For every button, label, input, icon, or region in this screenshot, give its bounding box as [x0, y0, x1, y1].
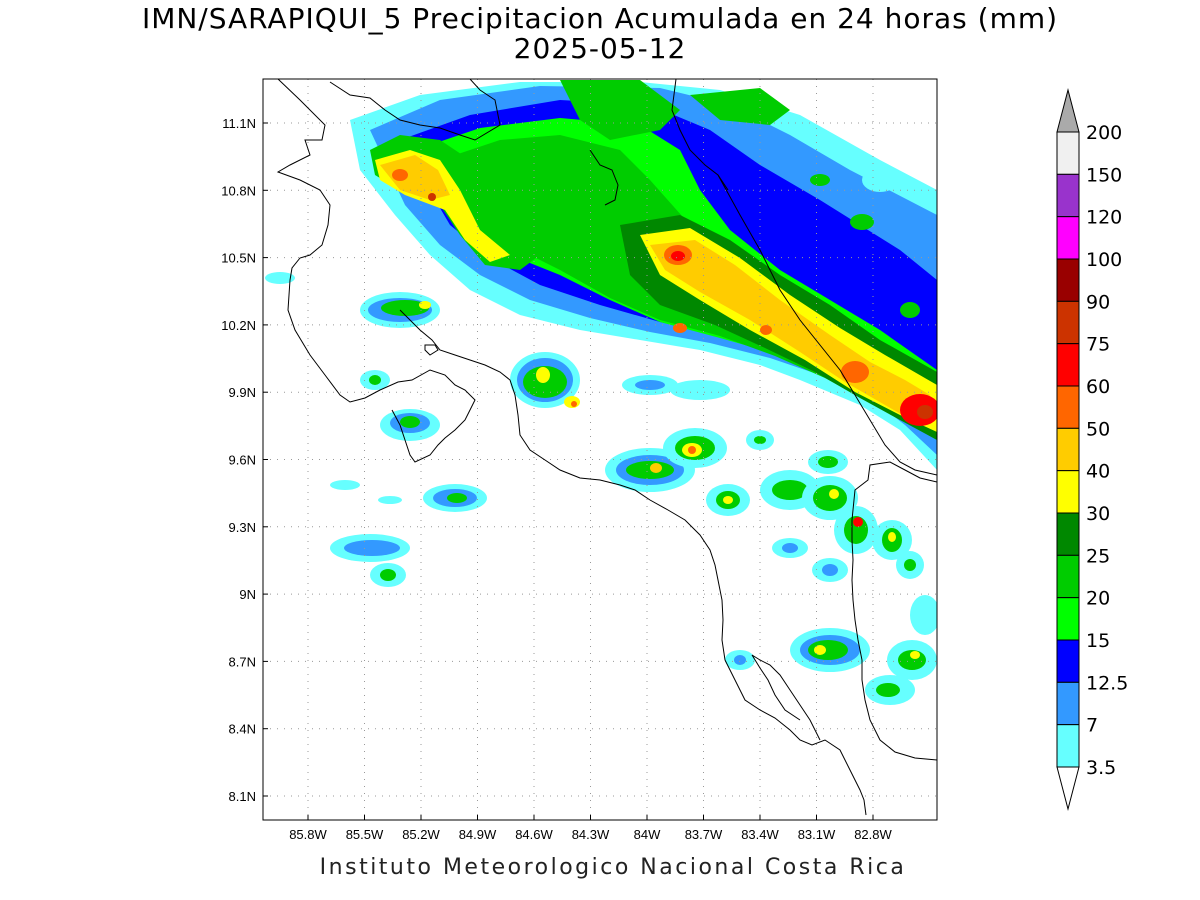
- colorbar-label: 20: [1086, 588, 1110, 610]
- lat-tick-label: 10.5N: [221, 251, 256, 266]
- lat-tick-label: 11.1N: [222, 116, 256, 131]
- colorbar-swatch: [1056, 554, 1080, 599]
- colorbar-label: 7: [1086, 715, 1098, 737]
- colorbar-label: 60: [1086, 376, 1110, 398]
- latitude-axis: 11.1N 10.8N 10.5N 10.2N 9.9N 9.6N 9.3N 9N 8.7N 8.…: [221, 116, 268, 804]
- colorbar-swatch: [1056, 681, 1080, 726]
- colorbar-label: 12.5: [1086, 672, 1128, 694]
- colorbar-swatch: [1056, 512, 1080, 556]
- lat-tick-label: 9.9N: [229, 385, 256, 400]
- lon-tick-label: 83.1W: [798, 827, 836, 842]
- colorbar: 200 150 120 100 90 75 60 50 40 30 25 20 15 12.5 7 3.5: [1056, 88, 1128, 811]
- lon-tick-label: 83.4W: [741, 827, 779, 842]
- colorbar-label: 40: [1086, 461, 1110, 483]
- colorbar-swatch: [1056, 258, 1080, 302]
- lon-tick-label: 84.3W: [572, 827, 610, 842]
- map-title: IMN/SARAPIQUI_5 Precipitacion Acumulada …: [141, 2, 1059, 35]
- colorbar-swatch: [1056, 300, 1080, 345]
- lat-tick-label: 8.7N: [229, 654, 256, 669]
- lat-tick-label: 10.2N: [221, 318, 256, 333]
- lon-tick-label: 84.6W: [515, 827, 553, 842]
- lat-tick-label: 8.1N: [229, 789, 256, 804]
- colorbar-label: 100: [1086, 249, 1122, 271]
- colorbar-label: 120: [1086, 207, 1122, 229]
- lat-tick-label: 9.3N: [229, 520, 256, 535]
- lon-tick-label: 84W: [634, 827, 661, 842]
- colorbar-label: 30: [1086, 503, 1110, 525]
- colorbar-swatch: [1056, 724, 1080, 768]
- lon-tick-label: 83.7W: [685, 827, 723, 842]
- colorbar-swatch: [1056, 639, 1080, 683]
- gridlines: [263, 79, 937, 820]
- colorbar-swatch: [1056, 385, 1080, 429]
- lon-tick-label: 84.9W: [459, 827, 497, 842]
- longitude-axis: 85.8W 85.5W 85.2W 84.9W 84.6W 84.3W 84W 83.7W 83…: [289, 815, 893, 842]
- colorbar-label: 90: [1086, 291, 1110, 313]
- lon-tick-label: 85.2W: [402, 827, 440, 842]
- coastline: [276, 79, 937, 816]
- colorbar-swatch: [1056, 216, 1080, 260]
- colorbar-swatch: [1056, 597, 1080, 641]
- colorbar-swatch: [1056, 131, 1080, 175]
- lat-tick-label: 9.6N: [229, 453, 256, 468]
- lat-tick-label: 10.8N: [221, 183, 256, 198]
- colorbar-swatch: [1056, 470, 1080, 514]
- map-area: [263, 79, 937, 820]
- colorbar-label: 75: [1086, 334, 1110, 356]
- colorbar-label: 15: [1086, 630, 1110, 652]
- colorbar-label: 150: [1086, 164, 1122, 186]
- lat-tick-label: 8.4N: [229, 722, 256, 737]
- lon-tick-label: 85.8W: [289, 827, 327, 842]
- lon-tick-label: 85.5W: [346, 827, 384, 842]
- colorbar-label: 50: [1086, 418, 1110, 440]
- colorbar-label: 25: [1086, 545, 1110, 567]
- lat-tick-label: 9N: [239, 587, 256, 602]
- colorbar-under-arrow: [1056, 766, 1080, 811]
- map-frame: [262, 78, 938, 821]
- precipitation-field: [265, 80, 937, 705]
- colorbar-swatch: [1056, 427, 1080, 472]
- lon-tick-label: 82.8W: [854, 827, 892, 842]
- colorbar-over-arrow: [1056, 88, 1080, 133]
- colorbar-swatch: [1056, 173, 1080, 218]
- colorbar-label: 200: [1086, 122, 1122, 144]
- footer-credit: Instituto Meteorologico Nacional Costa R…: [319, 855, 907, 880]
- map-date: 2025-05-12: [513, 32, 687, 65]
- colorbar-label: 3.5: [1086, 757, 1116, 779]
- colorbar-swatch: [1056, 343, 1080, 387]
